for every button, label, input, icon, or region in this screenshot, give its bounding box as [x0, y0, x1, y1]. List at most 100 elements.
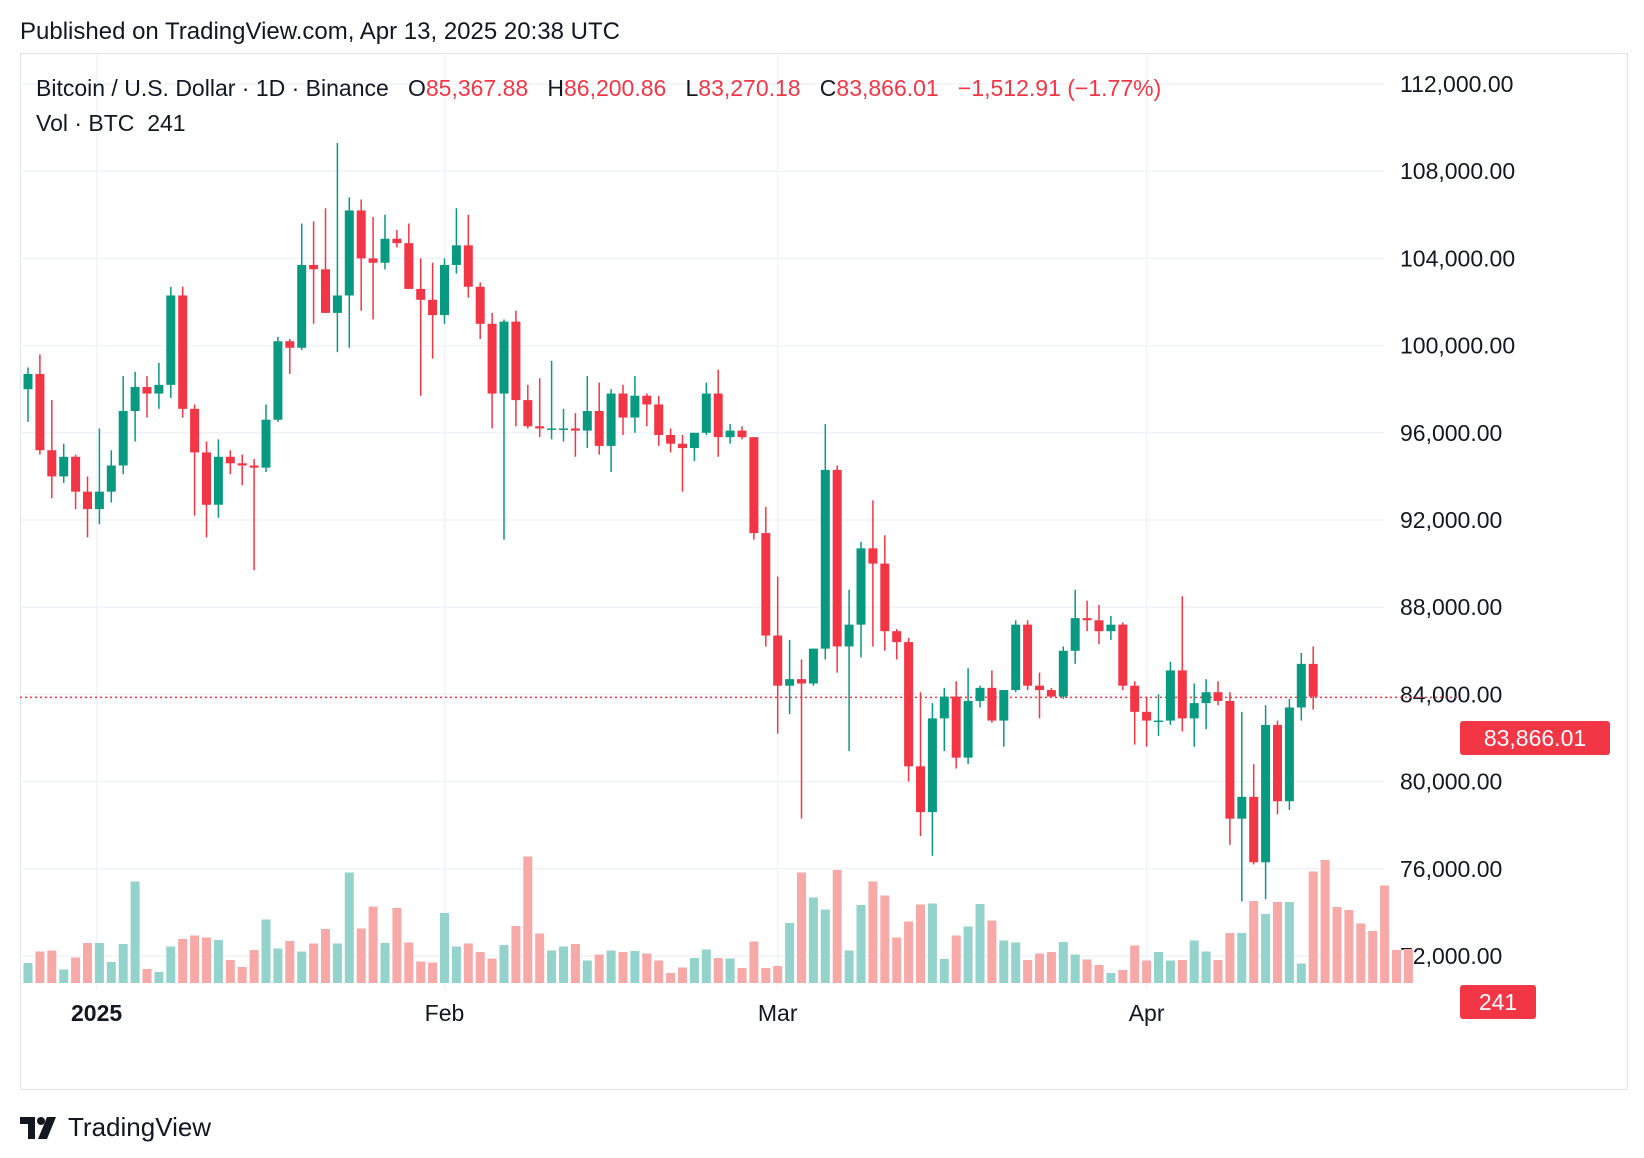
candle-body — [1213, 692, 1223, 701]
candle-body — [570, 428, 580, 431]
candle-body — [725, 430, 735, 438]
volume-bar — [1261, 914, 1271, 983]
published-caption: Published on TradingView.com, Apr 13, 20… — [20, 18, 620, 45]
volume-bar — [678, 967, 687, 983]
candle-body — [392, 238, 402, 244]
candle-body — [761, 533, 771, 636]
volume-bar — [844, 950, 854, 983]
candle-body — [1118, 624, 1128, 686]
volume-bar — [606, 950, 616, 983]
candle-body — [1011, 624, 1021, 691]
volume-bar — [1237, 933, 1247, 983]
volume-bar — [797, 872, 806, 983]
volume-bar — [428, 962, 438, 983]
volume-legend-label[interactable]: Vol · BTC — [36, 110, 135, 136]
volume-bar — [868, 881, 878, 983]
tradingview-logo-icon — [20, 1116, 56, 1139]
volume-bar — [1225, 933, 1235, 983]
candle-body — [463, 245, 473, 287]
candle-body — [356, 210, 366, 259]
candle-body — [689, 432, 699, 449]
volume-bar — [332, 943, 342, 983]
candle-body — [594, 411, 604, 446]
candle-body — [535, 426, 545, 429]
x-axis-tick-label: Feb — [425, 1000, 465, 1026]
volume-bar — [951, 935, 961, 983]
volume-bar — [1213, 960, 1223, 983]
candle-body — [1082, 618, 1092, 621]
volume-bar — [1332, 907, 1342, 983]
candle-body — [630, 395, 640, 418]
candle-body — [523, 400, 533, 427]
legend-close-label: C — [819, 75, 837, 101]
legend-high-label: H — [547, 75, 564, 101]
volume-bar — [94, 943, 104, 983]
volume-bar — [1296, 963, 1306, 983]
volume-bar — [1082, 959, 1092, 983]
volume-bar — [190, 935, 200, 983]
volume-legend: Vol · BTC 241 — [36, 110, 186, 137]
volume-bar — [761, 968, 771, 983]
candle-body — [1094, 620, 1104, 632]
legend-open-label: O — [407, 75, 426, 101]
candle-body — [618, 393, 628, 418]
candle-body — [749, 437, 759, 534]
candle-body — [309, 264, 319, 270]
volume-bar — [1046, 952, 1056, 983]
volume-bar — [273, 948, 283, 983]
volume-bar — [1368, 931, 1378, 983]
candle-body — [820, 469, 830, 649]
volume-bar — [511, 926, 521, 983]
volume-bar — [23, 963, 33, 983]
candle-body — [380, 238, 390, 263]
candle-body — [285, 341, 295, 348]
x-axis-tick-label: 2025 — [71, 1000, 122, 1026]
candle-body — [202, 452, 211, 505]
candle-body — [701, 393, 711, 433]
volume-bar — [880, 895, 890, 983]
volume-bar — [1094, 965, 1104, 983]
candle-body — [856, 548, 866, 625]
volume-bar — [1130, 945, 1140, 983]
candle-body — [1070, 618, 1080, 651]
candle-body — [916, 766, 925, 813]
volume-bar — [1177, 960, 1187, 983]
candle-body — [83, 491, 92, 510]
tradingview-logo[interactable]: TradingView — [20, 1112, 211, 1143]
y-axis-tick-label: 84,000.00 — [1400, 681, 1502, 707]
candle-body — [797, 679, 806, 684]
candle-body — [475, 286, 485, 324]
volume-bar — [344, 872, 354, 983]
y-axis-tick-label: 92,000.00 — [1400, 507, 1502, 533]
volume-bar — [1356, 923, 1366, 983]
volume-bar — [904, 921, 914, 983]
candle-body — [1201, 692, 1211, 704]
candle-body — [654, 404, 664, 435]
volume-bar — [1023, 960, 1033, 983]
candle-body — [190, 408, 200, 453]
volume-bar — [261, 919, 271, 983]
y-axis-tick-label: 96,000.00 — [1400, 420, 1502, 446]
volume-bar — [1273, 902, 1282, 983]
volume-bar — [820, 909, 830, 983]
candle-body — [71, 456, 81, 492]
candle-body — [59, 456, 69, 477]
candle-body — [1130, 685, 1140, 712]
candle-body — [547, 428, 557, 430]
chart-frame — [20, 53, 1628, 1090]
volume-bar — [309, 943, 319, 983]
legend-symbol[interactable]: Bitcoin / U.S. Dollar · 1D · Binance — [36, 75, 389, 101]
volume-bar — [475, 952, 485, 983]
candle-body — [880, 563, 890, 632]
legend-low-label: L — [685, 75, 699, 101]
candle-body — [951, 696, 961, 758]
volume-bar — [154, 972, 164, 983]
candle-body — [559, 428, 568, 430]
volume-bar — [559, 946, 568, 983]
candle-body — [249, 465, 259, 468]
volume-bar — [1308, 871, 1318, 983]
volume-bar — [249, 950, 259, 983]
y-axis-tick-label: 88,000.00 — [1400, 594, 1502, 620]
volume-bar — [106, 962, 116, 983]
